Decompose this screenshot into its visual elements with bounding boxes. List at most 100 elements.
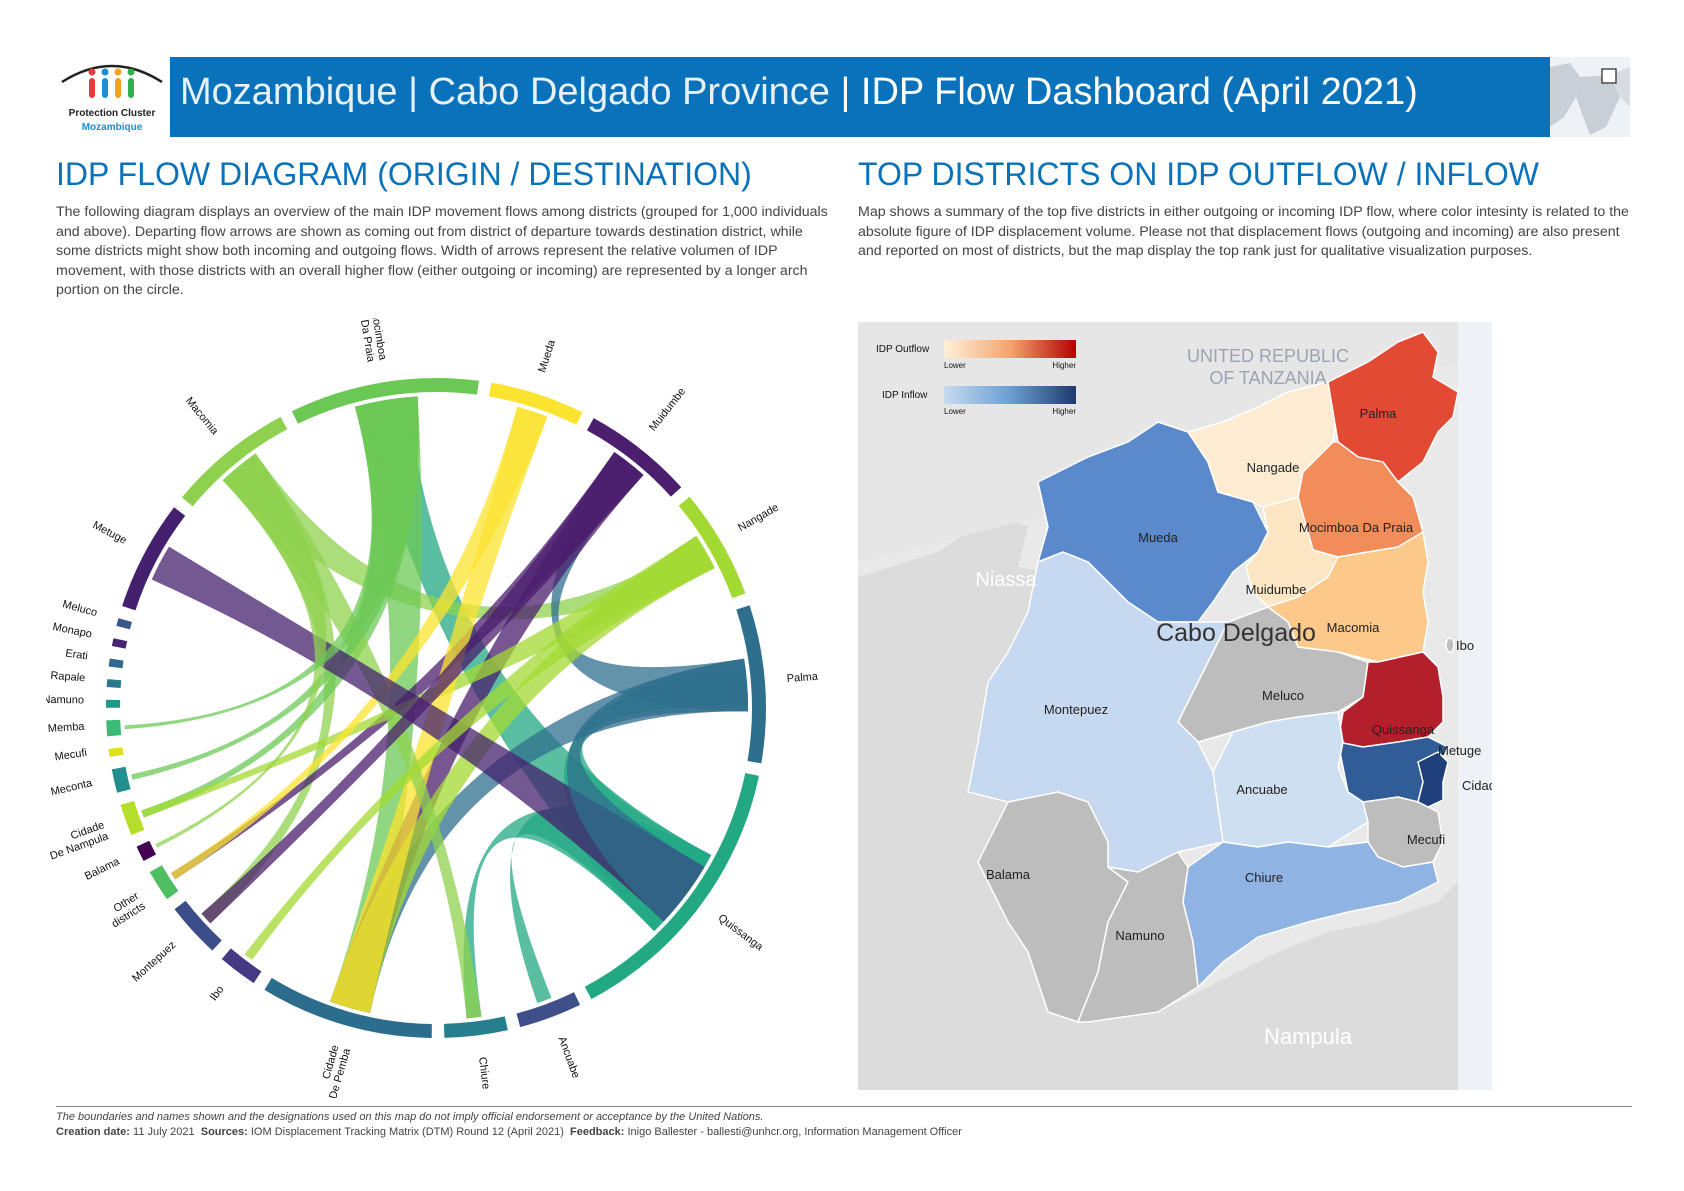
sources-label: Sources:	[200, 1126, 248, 1138]
chord-ribbons	[124, 396, 748, 1019]
label-niassa: Niassa	[975, 569, 1037, 591]
idp-chord-diagram: Metuge Macomia MocimboaDa Praia Mueda Muidum…	[46, 318, 819, 1098]
chord-arc-chiure	[444, 1016, 508, 1038]
chord-arc-macomia	[181, 416, 288, 507]
map-label-balama: Balama	[986, 867, 1031, 882]
map-label-palma: Palma	[1360, 406, 1398, 421]
title-country: Mozambique	[180, 71, 398, 113]
district-ibo	[1445, 637, 1455, 653]
map-label-metuge: Metuge	[1438, 743, 1481, 758]
chord-description: The following diagram displays an overvi…	[56, 204, 828, 298]
map-legend: IDP Outflow Lower Higher IDP Inflow Lowe…	[876, 340, 1076, 416]
chord-label-muidumbe: Muidumbe	[647, 386, 688, 434]
cabo-delgado-map: UNITED REPUBLIC OF TANZANIA Niassa Nampu…	[858, 322, 1492, 1090]
chord-arc-meluco	[116, 618, 132, 630]
locator-map	[1550, 57, 1630, 137]
chord-arc-mecufi	[108, 747, 124, 757]
chord-label-mueda: Mueda	[536, 338, 558, 375]
map-label-mecufi: Mecufi	[1407, 832, 1445, 847]
chord-ribbon-22	[155, 453, 327, 848]
chord-label-mocimboa-da-praia: MocimboaDa Praia	[357, 318, 389, 364]
chord-label-metuge: Metuge	[91, 519, 129, 547]
chord-label-namuno: Namuno	[46, 694, 84, 707]
chord-ribbon-2	[222, 453, 713, 620]
chord-arc-quissanga	[584, 772, 759, 1000]
label-nampula: Nampula	[1264, 1024, 1353, 1049]
map-label-muidumbe: Muidumbe	[1246, 582, 1307, 597]
chord-ribbon-18	[151, 546, 705, 922]
footer-credits: Creation date: 11 July 2021 Sources: IOM…	[56, 1126, 962, 1138]
map-heading: TOP DISTRICTS ON IDP OUTFLOW / INFLOW	[858, 156, 1539, 192]
map-label-meluco: Meluco	[1262, 688, 1304, 703]
map-label-quissanga: Quissanga	[1372, 722, 1435, 737]
logo-line2: Mozambique	[81, 122, 143, 133]
chord-label-montepuez: Montepuez	[130, 939, 178, 985]
chord-arcs	[106, 378, 767, 1038]
chord-arc-mueda	[489, 382, 583, 425]
chord-arc-balama	[136, 840, 157, 862]
chord-arc-ibo	[221, 948, 262, 984]
chord-label-other-districts: Otherdistricts	[103, 890, 148, 931]
map-label-nangade: Nangade	[1247, 460, 1300, 475]
map-label-ancuabe: Ancuabe	[1236, 782, 1287, 797]
chord-label-meconta: Meconta	[50, 777, 95, 798]
chord-label-rapale: Rapale	[50, 670, 86, 685]
chord-label-ancuabe: Ancuabe	[555, 1035, 581, 1080]
chord-label-meluco: Meluco	[61, 598, 98, 619]
chord-label-cidade-de-pemba: CidadeDe Pemba	[316, 1043, 354, 1098]
label-tanzania-line1: UNITED REPUBLIC	[1187, 346, 1349, 366]
chord-arc-meconta	[111, 766, 131, 793]
map-label-cidade-de-pemba: Cidade De Pemba	[1462, 778, 1492, 793]
chord-arc-muidumbe	[586, 418, 682, 497]
chord-label-nangade: Nangade	[736, 501, 781, 534]
legend-outflow-label: IDP Outflow	[876, 344, 930, 355]
map-label-ibo: Ibo	[1456, 638, 1474, 653]
logo-line1: Protection Cluster	[68, 108, 156, 119]
chord-label-balama: Balama	[83, 855, 123, 883]
map-label-mocimboa-da-praia: Mocimboa Da Praia	[1299, 520, 1414, 535]
sources-value: IOM Displacement Tracking Matrix (DTM) R…	[250, 1126, 564, 1138]
legend-outflow-lower: Lower	[944, 361, 966, 370]
chord-arc-memba	[106, 719, 122, 737]
district-cidade-de-pemba	[1417, 751, 1449, 808]
legend-outflow-higher: Higher	[1052, 361, 1076, 370]
map-description: Map shows a summary of the top five dist…	[858, 204, 1629, 259]
chord-arc-ancuabe	[516, 992, 581, 1028]
legend-inflow-ramp	[944, 386, 1076, 404]
chord-arc-cidade-de-nampula	[120, 800, 145, 836]
map-label-mueda: Mueda	[1138, 530, 1179, 545]
chord-label-mecufi: Mecufi	[54, 747, 88, 763]
chord-label-cidade-de-nampula: CidadeDe Nampula	[46, 819, 111, 863]
chord-ribbon-20	[201, 452, 644, 924]
chord-arc-montepuez	[174, 900, 222, 951]
feedback-value: Inigo Ballester - ballesti@unhcr.org, In…	[627, 1126, 962, 1138]
legend-outflow-ramp	[944, 340, 1076, 358]
title-province: Cabo Delgado Province	[428, 71, 830, 113]
creation-label: Creation date:	[56, 1126, 130, 1138]
legend-inflow-label: IDP Inflow	[882, 390, 928, 401]
chord-arc-nangade	[678, 496, 746, 599]
chord-arc-metuge	[122, 507, 186, 611]
chord-arc-mocimboa-da-praia	[291, 378, 479, 424]
chord-arc-palma	[736, 605, 767, 764]
chord-label-chiure: Chiure	[476, 1056, 492, 1090]
chord-ribbon-19	[566, 658, 748, 922]
creation-value: 11 July 2021	[133, 1126, 195, 1138]
chord-label-ibo: Ibo	[208, 984, 227, 1003]
title-banner: Mozambique | Cabo Delgado Province | IDP…	[170, 57, 1630, 137]
sea	[1458, 322, 1492, 1090]
chord-arc-erati	[108, 658, 124, 669]
chord-arc-namuno	[106, 699, 121, 708]
chord-ribbon-21	[244, 535, 715, 960]
chord-label-monapo: Monapo	[52, 621, 93, 641]
locator-box-icon	[1601, 68, 1617, 84]
chord-arc-other-districts	[149, 865, 179, 900]
chord-label-macomia: Macomia	[183, 395, 221, 438]
chord-label-palma: Palma	[786, 671, 819, 685]
chord-arc-rapale	[106, 679, 122, 688]
label-cabo-delgado: Cabo Delgado	[1156, 619, 1316, 647]
map-label-namuno: Namuno	[1115, 928, 1164, 943]
chord-heading: IDP FLOW DIAGRAM (ORIGIN / DESTINATION)	[56, 156, 752, 192]
footer-disclaimer: The boundaries and names shown and the d…	[56, 1111, 764, 1123]
legend-inflow-lower: Lower	[944, 407, 966, 416]
